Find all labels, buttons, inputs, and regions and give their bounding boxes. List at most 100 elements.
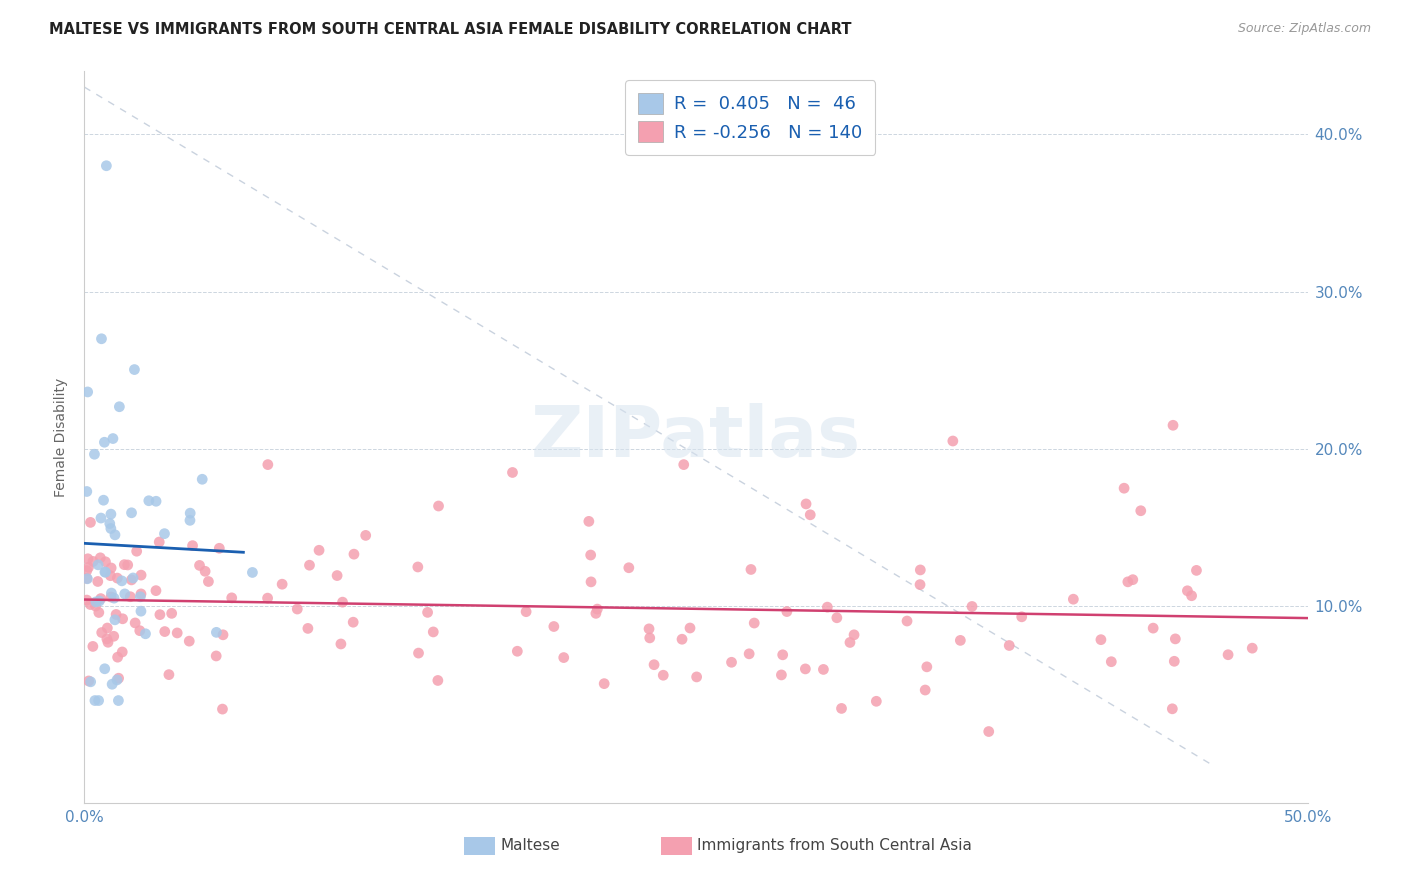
Point <box>257 458 280 472</box>
Point <box>122 571 145 585</box>
Point <box>638 631 661 645</box>
Point <box>342 615 364 630</box>
Point <box>93 435 115 450</box>
Point <box>586 602 609 616</box>
Point <box>77 560 100 574</box>
Point <box>129 587 152 601</box>
Point <box>208 541 231 556</box>
Point <box>166 626 188 640</box>
Point <box>585 607 607 621</box>
Point <box>138 493 160 508</box>
Point <box>1164 632 1187 646</box>
Point <box>1163 654 1185 668</box>
Point <box>108 400 131 414</box>
Point <box>685 670 707 684</box>
Point <box>153 526 176 541</box>
Point <box>1122 573 1144 587</box>
Point <box>114 587 136 601</box>
Point <box>679 621 702 635</box>
Point <box>914 683 936 698</box>
Point <box>720 655 742 669</box>
Point <box>84 693 107 707</box>
Point <box>271 577 294 591</box>
Point <box>652 668 675 682</box>
Point <box>100 586 122 600</box>
Point <box>205 648 228 663</box>
Point <box>105 673 128 687</box>
Point <box>742 615 765 630</box>
Point <box>515 605 537 619</box>
Point <box>593 676 616 690</box>
Point <box>343 547 366 561</box>
Point <box>100 561 122 575</box>
Point <box>76 551 98 566</box>
Point <box>112 558 135 572</box>
Point <box>76 564 98 578</box>
Point <box>77 673 100 688</box>
Point <box>103 591 125 606</box>
Point <box>977 724 1000 739</box>
Point <box>221 591 243 605</box>
Point <box>93 493 115 508</box>
Point <box>97 635 120 649</box>
Text: Immigrants from South Central Asia: Immigrants from South Central Asia <box>697 838 973 853</box>
Point <box>326 568 349 582</box>
Point <box>543 619 565 633</box>
Point <box>942 434 965 448</box>
Point <box>910 563 932 577</box>
Point <box>101 432 124 446</box>
Point <box>506 644 529 658</box>
Point <box>416 606 439 620</box>
Point <box>76 484 98 499</box>
Point <box>82 640 104 654</box>
Point <box>1011 609 1033 624</box>
Point <box>408 646 430 660</box>
Point <box>332 595 354 609</box>
Point <box>82 554 104 568</box>
Point <box>672 458 695 472</box>
Point <box>76 571 98 585</box>
Point <box>94 565 117 579</box>
Point <box>815 600 838 615</box>
Point <box>103 629 125 643</box>
Point <box>1129 504 1152 518</box>
Point <box>90 625 112 640</box>
Point <box>813 662 835 676</box>
Point <box>579 548 602 562</box>
Point <box>308 543 330 558</box>
Point <box>1241 641 1264 656</box>
Point <box>117 558 139 572</box>
Point <box>242 566 264 580</box>
Point <box>502 466 524 480</box>
Point <box>212 628 235 642</box>
Point <box>825 611 848 625</box>
Point <box>794 662 817 676</box>
Point <box>129 604 152 618</box>
Point <box>1116 574 1139 589</box>
Point <box>1114 481 1136 495</box>
Point <box>865 694 887 708</box>
Point <box>94 565 117 579</box>
Point <box>191 472 214 486</box>
Point <box>740 562 762 576</box>
Point <box>960 599 983 614</box>
Point <box>285 602 308 616</box>
Point <box>776 605 799 619</box>
Point <box>84 599 107 613</box>
Point <box>799 508 821 522</box>
Point <box>329 637 352 651</box>
Point <box>105 571 128 585</box>
Point <box>104 613 127 627</box>
Point <box>84 595 107 609</box>
Point <box>111 574 134 588</box>
Point <box>79 598 101 612</box>
Point <box>100 521 122 535</box>
Point <box>125 544 148 558</box>
Point <box>79 674 101 689</box>
Point <box>194 564 217 578</box>
Point <box>96 632 118 646</box>
Point <box>129 590 152 604</box>
Point <box>148 535 170 549</box>
Point <box>107 671 129 685</box>
Point <box>153 624 176 639</box>
